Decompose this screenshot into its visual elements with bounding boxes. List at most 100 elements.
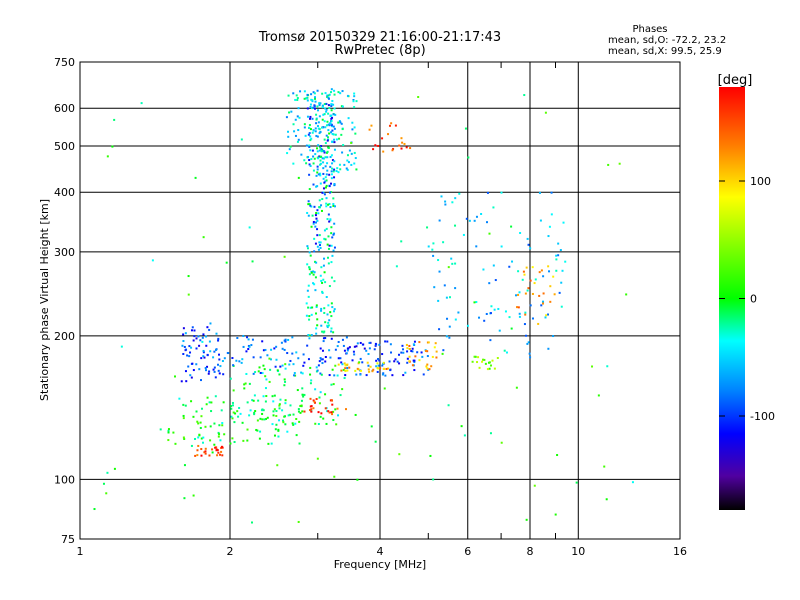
data-point bbox=[547, 265, 550, 268]
data-point bbox=[316, 228, 319, 231]
data-point bbox=[353, 95, 356, 98]
data-point bbox=[521, 278, 524, 281]
data-point bbox=[322, 331, 325, 334]
data-point bbox=[440, 195, 443, 198]
data-point bbox=[318, 241, 321, 244]
data-point bbox=[553, 293, 556, 296]
data-point bbox=[315, 185, 318, 188]
data-point bbox=[301, 410, 304, 413]
data-point bbox=[326, 139, 329, 142]
data-point bbox=[321, 281, 324, 284]
data-point bbox=[278, 404, 281, 407]
data-point bbox=[283, 348, 286, 351]
data-point bbox=[327, 112, 330, 115]
data-point bbox=[321, 157, 324, 160]
data-point bbox=[381, 137, 384, 140]
data-point bbox=[342, 368, 345, 371]
data-point bbox=[326, 95, 329, 98]
data-point bbox=[311, 306, 314, 309]
data-point bbox=[240, 361, 243, 364]
data-point bbox=[321, 290, 324, 293]
data-point bbox=[218, 358, 221, 361]
data-point bbox=[204, 367, 207, 370]
data-point bbox=[283, 339, 286, 342]
data-point bbox=[219, 453, 222, 456]
data-point bbox=[486, 221, 489, 224]
data-point bbox=[340, 369, 343, 372]
data-point bbox=[306, 211, 309, 214]
data-point bbox=[591, 365, 594, 368]
y-tick-label: 100 bbox=[54, 473, 75, 486]
data-point bbox=[278, 373, 281, 376]
data-point bbox=[324, 407, 327, 410]
data-point bbox=[545, 314, 548, 317]
data-point bbox=[394, 124, 397, 127]
data-point bbox=[394, 358, 397, 361]
data-point bbox=[444, 200, 447, 203]
data-point bbox=[515, 386, 518, 389]
data-point bbox=[275, 345, 278, 348]
data-point bbox=[324, 107, 327, 110]
data-point bbox=[258, 366, 261, 369]
data-point bbox=[443, 284, 446, 287]
data-point bbox=[382, 372, 385, 375]
data-point bbox=[324, 156, 327, 159]
data-point bbox=[251, 399, 254, 402]
data-point bbox=[400, 147, 403, 150]
data-point bbox=[523, 94, 526, 97]
data-point bbox=[554, 513, 557, 516]
data-point bbox=[400, 240, 403, 243]
data-point bbox=[332, 103, 335, 106]
data-point bbox=[347, 161, 350, 164]
data-point bbox=[219, 439, 222, 442]
data-point bbox=[317, 109, 320, 112]
data-point bbox=[284, 402, 287, 405]
data-point bbox=[246, 336, 249, 339]
data-point bbox=[184, 332, 187, 335]
data-point bbox=[457, 311, 460, 314]
data-point bbox=[187, 293, 190, 296]
data-point bbox=[341, 105, 344, 108]
data-point bbox=[404, 371, 407, 374]
data-point bbox=[375, 359, 378, 362]
data-point bbox=[184, 370, 187, 373]
data-point bbox=[489, 312, 492, 315]
data-point bbox=[323, 103, 326, 106]
data-point bbox=[223, 357, 226, 360]
data-point bbox=[488, 282, 491, 285]
data-point bbox=[481, 360, 484, 363]
data-point bbox=[314, 107, 317, 110]
data-point bbox=[353, 106, 356, 109]
data-point bbox=[311, 149, 314, 152]
data-point bbox=[337, 363, 340, 366]
data-point bbox=[350, 141, 353, 144]
data-point bbox=[315, 212, 318, 215]
data-point bbox=[181, 344, 184, 347]
data-point bbox=[333, 107, 336, 110]
data-point bbox=[120, 345, 123, 348]
data-point bbox=[384, 340, 387, 343]
data-point bbox=[482, 358, 485, 361]
data-point bbox=[517, 293, 520, 296]
data-point bbox=[217, 337, 220, 340]
data-point bbox=[182, 352, 185, 355]
data-point bbox=[218, 353, 221, 356]
data-point bbox=[302, 395, 305, 398]
data-point bbox=[529, 356, 532, 359]
data-point bbox=[336, 167, 339, 170]
data-point bbox=[408, 344, 411, 347]
data-point bbox=[317, 157, 320, 160]
data-point bbox=[350, 163, 353, 166]
data-point bbox=[328, 285, 331, 288]
data-point bbox=[306, 93, 309, 96]
data-point bbox=[316, 150, 319, 153]
data-point bbox=[326, 169, 329, 172]
data-point bbox=[332, 233, 335, 236]
data-point bbox=[328, 319, 331, 322]
data-point bbox=[350, 152, 353, 155]
data-point bbox=[312, 407, 315, 410]
data-point bbox=[313, 250, 316, 253]
data-point bbox=[504, 310, 507, 313]
x-tick-label: 8 bbox=[527, 545, 534, 558]
data-point bbox=[292, 363, 295, 366]
